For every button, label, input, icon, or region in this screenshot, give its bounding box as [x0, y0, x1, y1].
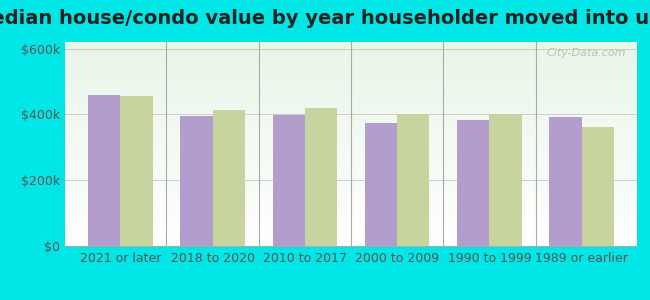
Bar — [120, 96, 153, 246]
Bar — [489, 114, 522, 246]
Bar — [549, 117, 582, 246]
Bar — [582, 127, 614, 246]
Bar — [365, 123, 397, 246]
Bar — [397, 114, 430, 246]
Text: Median house/condo value by year householder moved into unit: Median house/condo value by year househo… — [0, 9, 650, 28]
Bar — [457, 120, 489, 246]
Bar — [305, 109, 337, 246]
Bar — [272, 116, 305, 246]
Bar — [213, 110, 245, 246]
Bar — [180, 116, 213, 246]
Bar — [88, 94, 120, 246]
Text: City-Data.com: City-Data.com — [546, 48, 625, 58]
